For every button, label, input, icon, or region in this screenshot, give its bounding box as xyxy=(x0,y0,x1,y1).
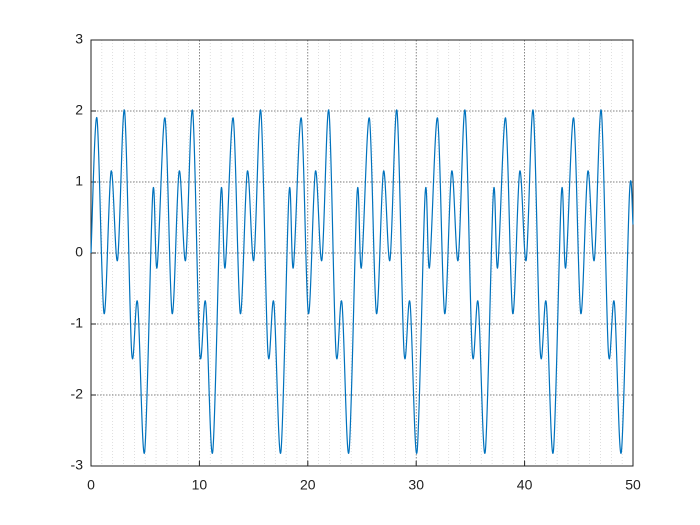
x-tick-label: 10 xyxy=(192,477,208,493)
x-tick-label: 20 xyxy=(300,477,316,493)
y-tick-label: 2 xyxy=(75,102,83,118)
y-tick-label: -3 xyxy=(71,457,84,473)
y-tick-label: 1 xyxy=(75,173,83,189)
data-line xyxy=(90,109,634,454)
x-tick-label: 40 xyxy=(517,477,533,493)
y-tick-label: -2 xyxy=(71,386,84,402)
y-tick-label: 0 xyxy=(75,244,83,260)
y-tick-label: 3 xyxy=(75,31,83,47)
x-tick-label: 30 xyxy=(408,477,424,493)
x-tick-label: 50 xyxy=(625,477,641,493)
y-tick-label: -1 xyxy=(71,315,84,331)
x-tick-label: 0 xyxy=(87,477,95,493)
